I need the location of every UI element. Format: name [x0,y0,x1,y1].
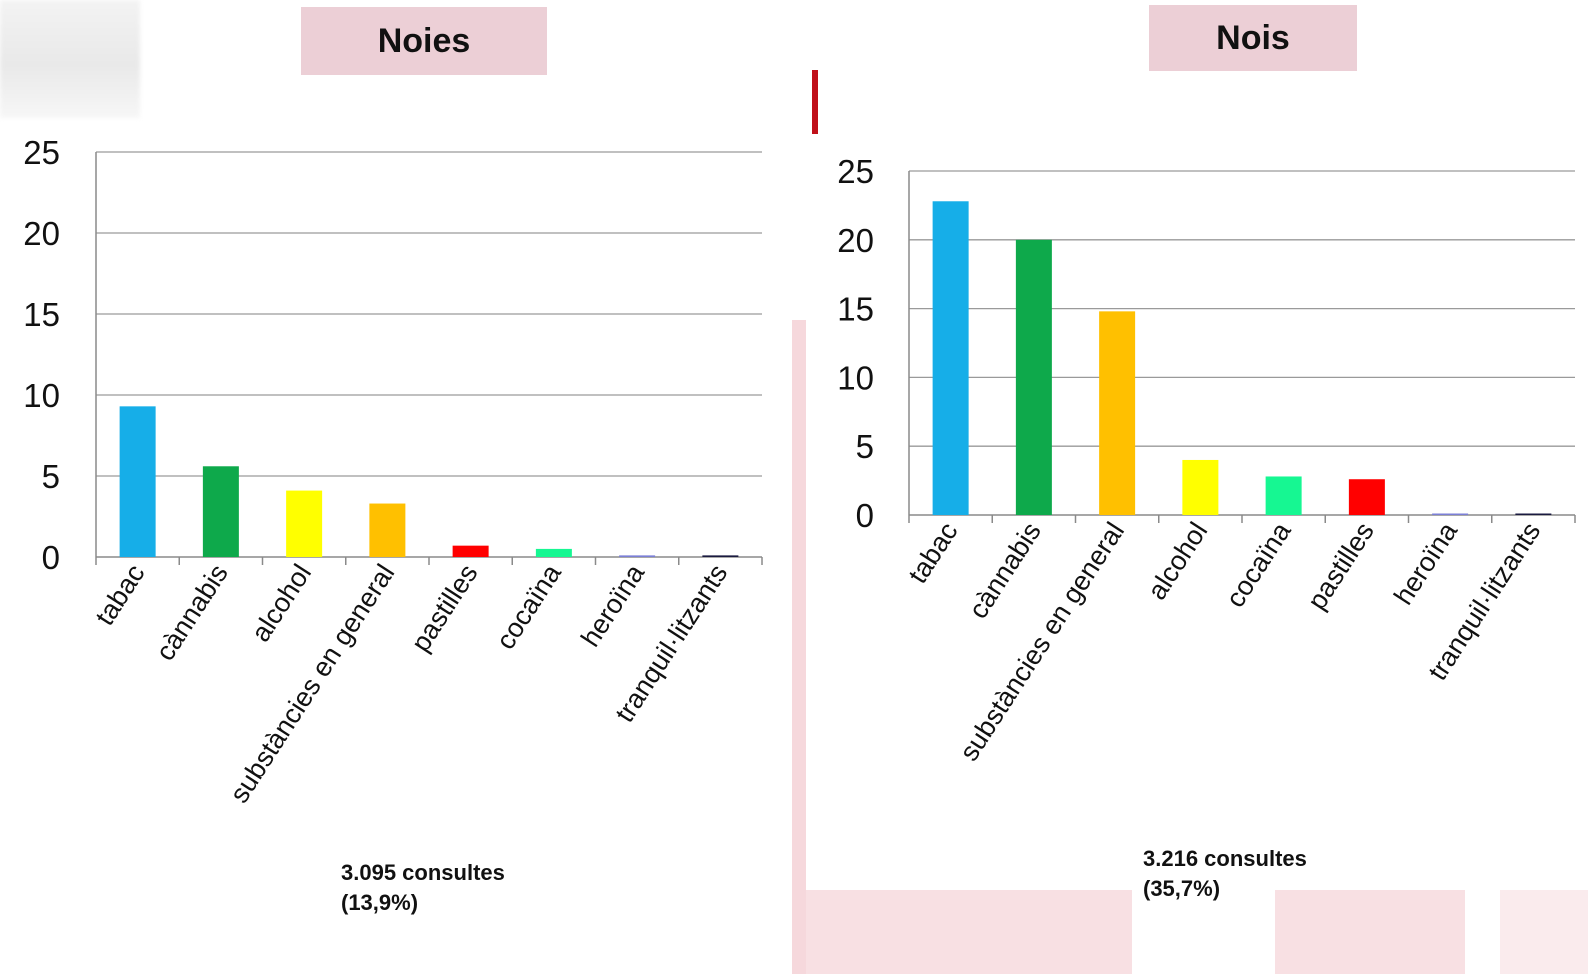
consultations-note-noies: 3.095 consultes (13,9%) [341,858,505,918]
y-tick-label: 5 [42,458,60,495]
category-label: pastilles [1302,517,1380,615]
bar-tabac [932,201,969,515]
consultations-count: 3.216 consultes [1143,846,1307,871]
bar-tranquil·litzants [702,555,739,557]
y-tick-label: 20 [837,222,874,259]
y-tick-label: 10 [837,359,874,396]
bar-alcohol [1182,459,1219,515]
y-tick-label: 5 [856,428,874,465]
y-tick-label: 0 [42,539,60,576]
chart-title-nois: Nois [1149,5,1357,71]
chart-title-noies: Noies [301,7,547,75]
y-tick-label: 25 [837,153,874,190]
bar-pastilles [452,545,489,557]
bar-cànnabis [1015,239,1052,516]
y-tick-label: 15 [23,296,60,333]
background-block [792,890,1132,974]
category-label: cocaïna [1220,516,1297,612]
bar-substàncies en general [1099,311,1136,515]
consultations-percent: (13,9%) [341,890,419,915]
bar-heroïna [619,555,656,557]
category-label: substàncies en general [954,517,1130,766]
y-tick-label: 10 [23,377,60,414]
bar-cànnabis [202,466,239,557]
bar-substàncies en general [369,503,406,557]
y-tick-label: 20 [23,215,60,252]
background-block [1275,890,1465,974]
y-tick-label: 15 [837,291,874,328]
consultations-note-nois: 3.216 consultes (35,7%) [1143,844,1307,904]
blurred-logo [0,0,140,118]
category-label: heroïna [1388,516,1464,610]
bar-tabac [119,406,156,557]
consultations-percent: (35,7%) [1143,876,1221,901]
category-label: alcohol [1142,517,1214,605]
category-label: cànnabis [963,517,1047,624]
consultations-count: 3.095 consultes [341,860,505,885]
bar-pastilles [1348,479,1385,515]
bar-tranquil·litzants [1515,513,1552,515]
bar-cocaïna [535,548,572,557]
bar-heroïna [1432,513,1469,515]
bar-alcohol [286,490,323,557]
background-block [1500,890,1588,974]
background-stripe [792,320,806,974]
category-label: tabac [903,517,964,589]
accent-line [812,70,818,134]
y-tick-label: 0 [856,497,874,534]
bar-cocaïna [1265,476,1302,515]
y-tick-label: 25 [23,134,60,171]
